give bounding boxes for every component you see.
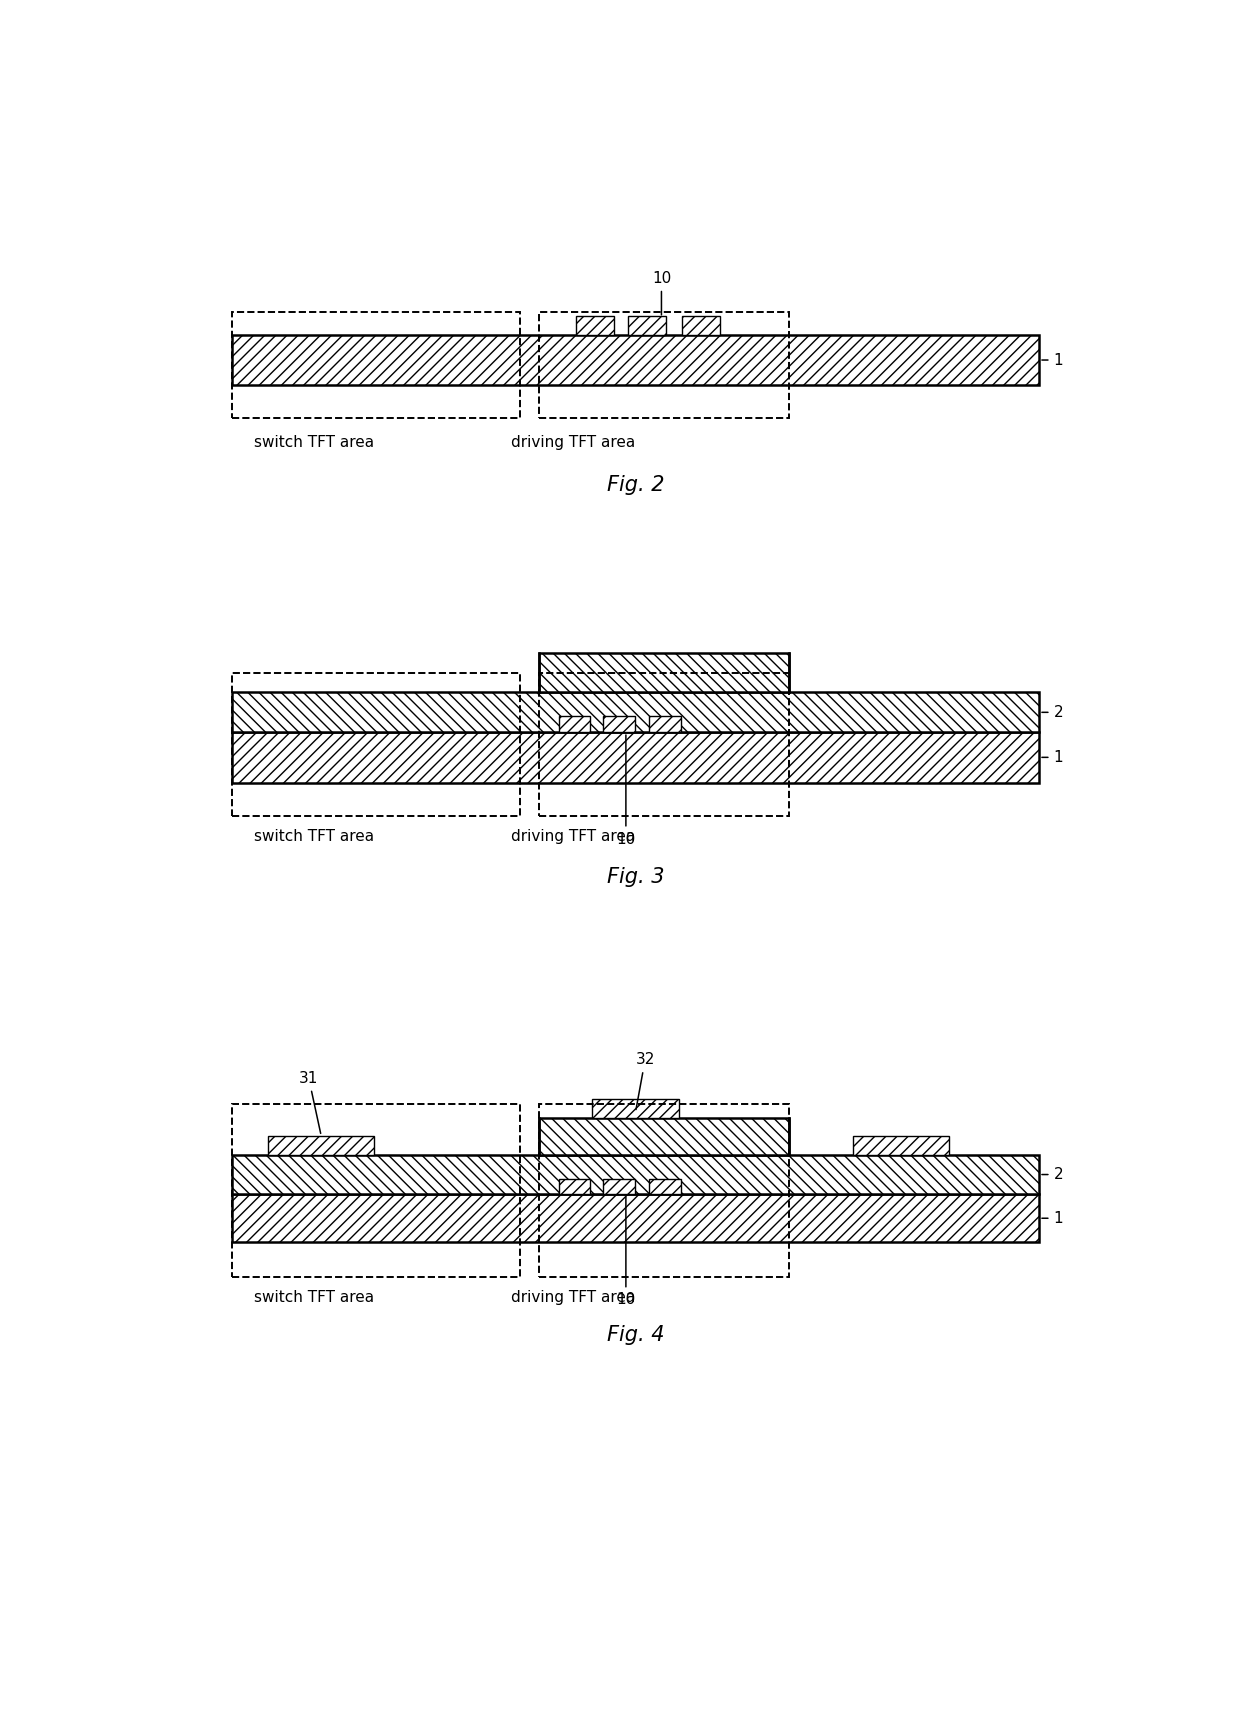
Bar: [232, 1104, 521, 1276]
Text: 10: 10: [616, 734, 636, 846]
Text: 10: 10: [652, 270, 671, 315]
Text: switch TFT area: switch TFT area: [253, 435, 373, 449]
Text: 31: 31: [299, 1072, 321, 1133]
Bar: [575, 316, 614, 335]
Text: 32: 32: [635, 1053, 655, 1109]
Bar: [539, 313, 790, 418]
Bar: [232, 733, 1039, 783]
Bar: [232, 1194, 1039, 1242]
Text: 1: 1: [1042, 750, 1063, 765]
Bar: [232, 335, 1039, 385]
Bar: [593, 1099, 678, 1118]
Bar: [232, 1154, 1039, 1194]
Text: switch TFT area: switch TFT area: [253, 829, 373, 845]
Bar: [539, 673, 790, 815]
Text: 1: 1: [1042, 353, 1063, 368]
Text: Fig. 4: Fig. 4: [606, 1324, 665, 1345]
Bar: [603, 716, 635, 733]
Bar: [539, 652, 790, 693]
Text: 2: 2: [1042, 1168, 1063, 1182]
Text: 10: 10: [616, 1197, 636, 1307]
Text: driving TFT area: driving TFT area: [511, 829, 635, 845]
Bar: [649, 1178, 681, 1194]
Bar: [558, 1178, 590, 1194]
Bar: [682, 316, 720, 335]
Bar: [232, 313, 521, 418]
Text: Fig. 3: Fig. 3: [606, 867, 665, 886]
Bar: [268, 1137, 374, 1154]
Bar: [649, 716, 681, 733]
Text: Fig. 2: Fig. 2: [606, 475, 665, 495]
Bar: [539, 1104, 790, 1276]
Bar: [603, 1178, 635, 1194]
Bar: [627, 316, 666, 335]
Text: 2: 2: [1042, 705, 1063, 721]
Text: 1: 1: [1042, 1211, 1063, 1226]
Bar: [539, 1118, 790, 1154]
Bar: [232, 673, 521, 815]
Text: driving TFT area: driving TFT area: [511, 1290, 635, 1305]
Bar: [232, 693, 1039, 733]
Text: switch TFT area: switch TFT area: [253, 1290, 373, 1305]
Bar: [853, 1137, 949, 1154]
Bar: [558, 716, 590, 733]
Text: driving TFT area: driving TFT area: [511, 435, 635, 449]
